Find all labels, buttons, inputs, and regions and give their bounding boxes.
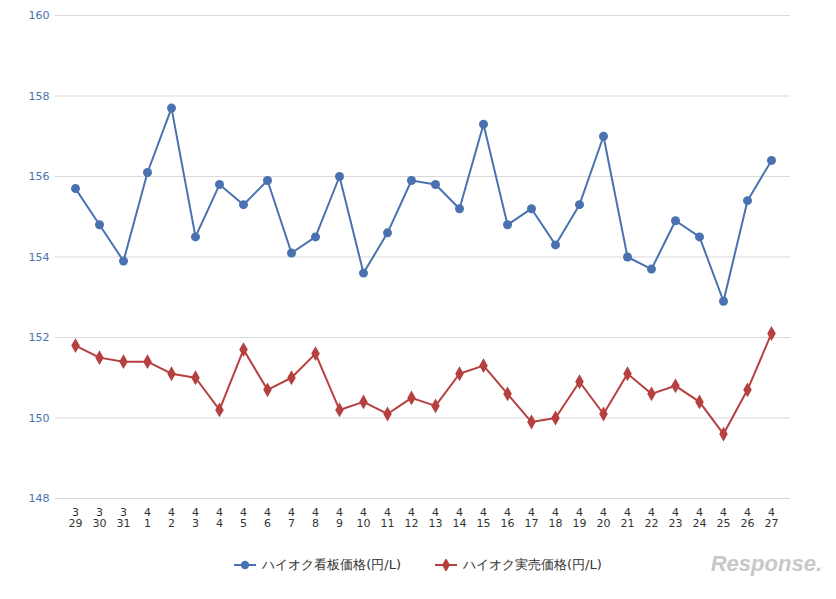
- svg-text:422: 422: [645, 506, 659, 530]
- svg-text:41: 41: [144, 506, 151, 530]
- svg-text:43: 43: [192, 506, 199, 530]
- html-text:Response.: Response.: [710, 551, 822, 576]
- svg-text:44: 44: [216, 506, 223, 530]
- svg-text:154: 154: [29, 251, 50, 264]
- svg-text:425: 425: [717, 506, 731, 530]
- svg-text:148: 148: [29, 492, 50, 505]
- svg-text:424: 424: [693, 506, 707, 530]
- svg-text:150: 150: [29, 412, 50, 425]
- svg-text:45: 45: [240, 506, 247, 530]
- svg-text:160: 160: [29, 9, 50, 22]
- svg-text:418: 418: [549, 506, 563, 530]
- svg-text:42: 42: [168, 506, 175, 530]
- svg-text:416: 416: [501, 506, 515, 530]
- svg-text:426: 426: [741, 506, 755, 530]
- svg-text:46: 46: [264, 506, 271, 530]
- svg-text:421: 421: [621, 506, 635, 530]
- svg-text:330: 330: [93, 506, 107, 530]
- svg-text:417: 417: [525, 506, 539, 530]
- svg-text:331: 331: [117, 506, 131, 530]
- svg-text:410: 410: [357, 506, 371, 530]
- svg-text:413: 413: [429, 506, 443, 530]
- svg-text:414: 414: [453, 506, 467, 530]
- svg-text:419: 419: [573, 506, 587, 530]
- svg-text:412: 412: [405, 506, 419, 530]
- svg-text:158: 158: [29, 90, 50, 103]
- svg-text:423: 423: [669, 506, 683, 530]
- svg-text:49: 49: [336, 506, 343, 530]
- svg-text:48: 48: [312, 506, 319, 530]
- html-text:ハイオク実売価格(円/L): ハイオク実売価格(円/L): [463, 557, 602, 572]
- svg-text:47: 47: [288, 506, 295, 530]
- svg-text:329: 329: [69, 506, 83, 530]
- svg-text:415: 415: [477, 506, 491, 530]
- svg-text:152: 152: [29, 331, 50, 344]
- html-text:ハイオク看板価格(円/L): ハイオク看板価格(円/L): [262, 557, 401, 572]
- svg-text:156: 156: [29, 170, 50, 183]
- svg-text:427: 427: [765, 506, 779, 530]
- svg-text:411: 411: [381, 506, 395, 530]
- svg-text:420: 420: [597, 506, 611, 530]
